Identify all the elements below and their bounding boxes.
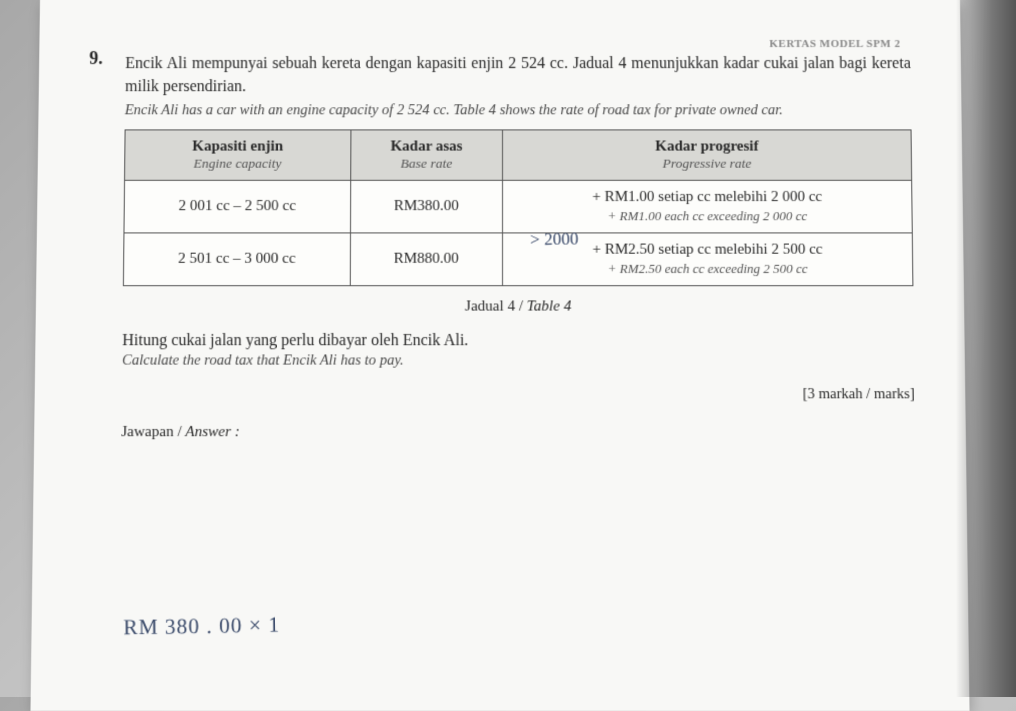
prog-en: + RM2.50 each cc exceeding 2 500 cc [513, 261, 902, 277]
cell-capacity: 2 501 cc – 3 000 cc [123, 233, 350, 286]
cell-progressive: + RM1.00 setiap cc melebihi 2 000 cc + R… [503, 181, 913, 234]
header-en: Progressive rate [513, 156, 901, 172]
answer-en: Answer : [185, 424, 240, 440]
header-en: Base rate [361, 156, 492, 172]
header-ms: Kapasiti enjin [192, 139, 283, 155]
marks-text: [3 markah / marks] [803, 386, 915, 402]
photo-edge-shadow [956, 0, 1016, 697]
table-row: 2 001 cc – 2 500 cc RM380.00 + RM1.00 se… [124, 181, 912, 234]
prog-en: + RM1.00 each cc exceeding 2 000 cc [513, 209, 901, 225]
handwritten-note-2: RM 380 . 00 × 1 [123, 612, 280, 641]
col-header-base: Kadar asas Base rate [350, 130, 502, 180]
caption-ms: Jadual 4 / [465, 299, 527, 315]
header-en: Engine capacity [135, 156, 340, 172]
paper-header-label: KERTAS MODEL SPM 2 [769, 38, 900, 50]
question-text-ms: Encik Ali mempunyai sebuah kereta dengan… [125, 52, 911, 99]
table-header-row: Kapasiti enjin Engine capacity Kadar asa… [125, 130, 912, 180]
handwritten-note-1: > 2000 [530, 229, 579, 250]
prog-ms: + RM2.50 setiap cc melebihi 2 500 cc [592, 242, 822, 258]
cell-base: RM380.00 [350, 181, 502, 234]
table-row: 2 501 cc – 3 000 cc RM880.00 + RM2.50 se… [123, 233, 913, 286]
header-ms: Kadar progresif [655, 139, 758, 155]
col-header-capacity: Kapasiti enjin Engine capacity [125, 130, 351, 180]
instruction-en: Calculate the road tax that Encik Ali ha… [122, 353, 914, 370]
instruction-ms: Hitung cukai jalan yang perlu dibayar ol… [122, 332, 914, 350]
cell-capacity: 2 001 cc – 2 500 cc [124, 181, 350, 234]
exam-paper: KERTAS MODEL SPM 2 9. Encik Ali mempunya… [30, 0, 969, 711]
question-number: 9. [89, 48, 103, 69]
cell-base: RM880.00 [350, 233, 503, 286]
question-content: Encik Ali mempunyai sebuah kereta dengan… [121, 52, 915, 442]
prog-ms: + RM1.00 setiap cc melebihi 2 000 cc [592, 189, 822, 205]
table-caption: Jadual 4 / Table 4 [123, 299, 914, 316]
marks-label: [3 markah / marks] [122, 386, 915, 403]
answer-label: Jawapan / Answer : [121, 424, 915, 441]
header-ms: Kadar asas [390, 139, 462, 155]
road-tax-table: Kapasiti enjin Engine capacity Kadar asa… [123, 130, 914, 287]
question-text-en: Encik Ali has a car with an engine capac… [125, 101, 912, 122]
col-header-progressive: Kadar progresif Progressive rate [503, 130, 912, 180]
caption-en: Table 4 [527, 299, 571, 315]
answer-ms: Jawapan / [121, 424, 185, 440]
